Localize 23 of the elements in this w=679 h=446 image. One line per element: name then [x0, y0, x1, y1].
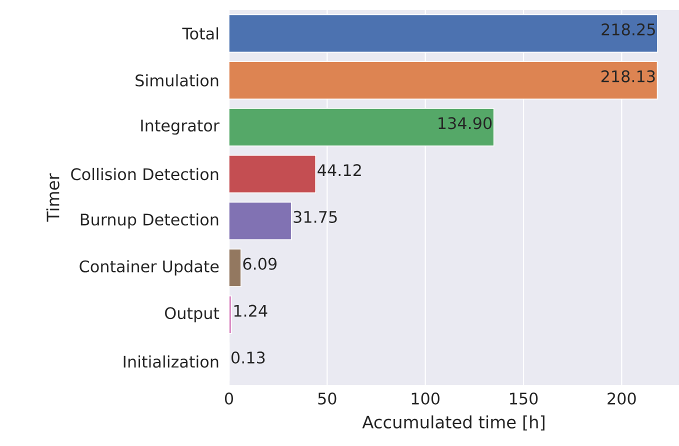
data-label: 1.24: [234, 304, 268, 317]
x-tick-label: 100: [412, 392, 440, 405]
y-axis-title: Timer: [46, 173, 60, 222]
data-label: 31.75: [294, 210, 337, 223]
y-tick-label: Burnup Detection: [80, 213, 218, 229]
y-tick-label: Simulation: [136, 74, 218, 86]
data-label: 6.09: [243, 258, 277, 270]
x-axis-title: Accumulated time [h]: [362, 415, 544, 430]
y-tick-label: Initialization: [124, 355, 218, 368]
x-tick-label: 50: [318, 392, 336, 405]
x-tick-label: 150: [510, 392, 538, 405]
data-label: 218.13: [601, 70, 655, 82]
y-tick-label: Collision Detection: [71, 168, 218, 180]
data-label: 0.13: [232, 352, 265, 364]
x-tick-label: 0: [224, 392, 234, 405]
x-tick-label: 200: [608, 392, 636, 405]
y-tick-label: Integrator: [141, 120, 220, 135]
data-label: 44.12: [318, 164, 361, 176]
y-tick-label: Container Update: [80, 260, 219, 276]
y-tick-label: Total: [182, 27, 218, 40]
data-label: 218.25: [602, 23, 655, 36]
y-tick-label: Output: [165, 307, 220, 322]
data-label: 134.90: [438, 117, 492, 130]
